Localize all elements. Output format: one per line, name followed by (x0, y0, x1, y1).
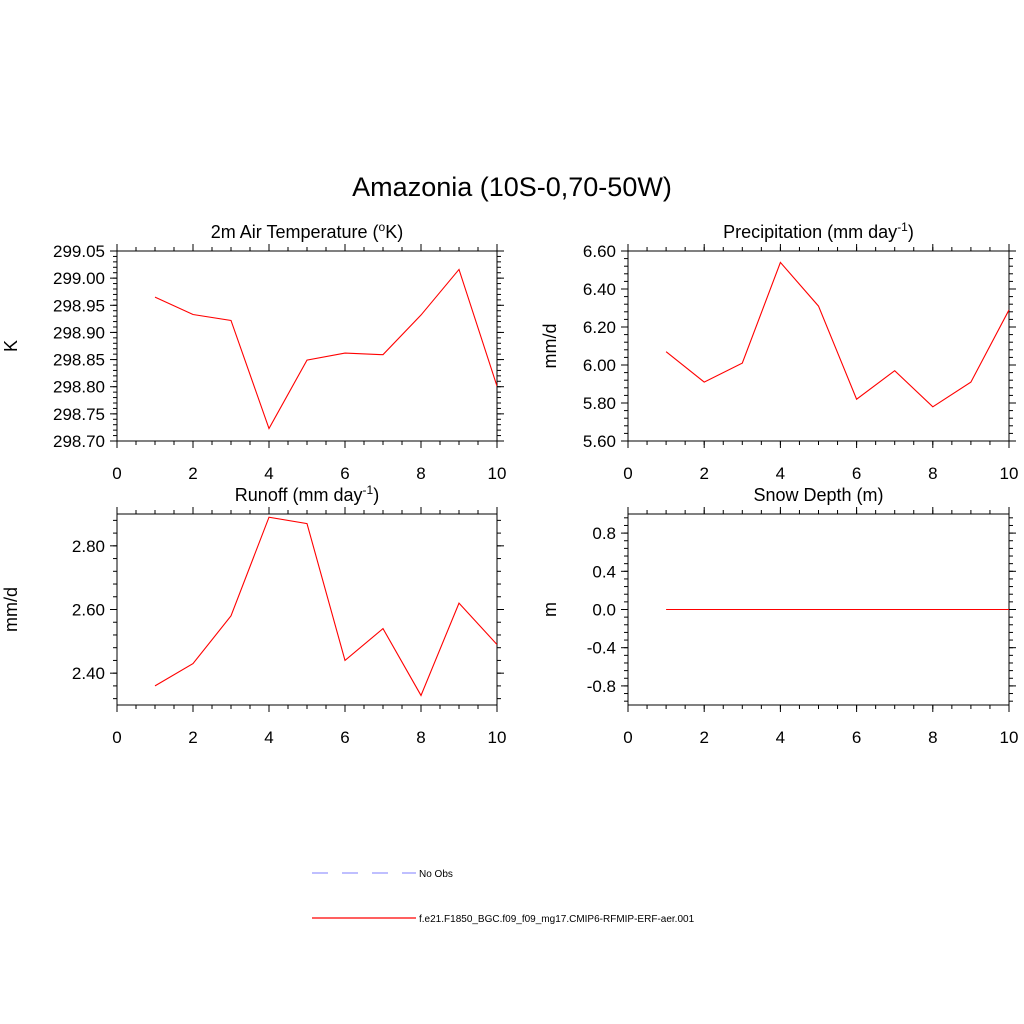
precipitation-ylabel: mm/d (540, 324, 560, 369)
temperature-ytick-label: 299.00 (53, 269, 105, 288)
precipitation-ytick-label: 5.60 (583, 432, 616, 451)
temperature-xtick-label: 10 (488, 464, 507, 483)
precipitation-ytick-label: 6.40 (583, 280, 616, 299)
snow-xtick-label: 0 (623, 728, 632, 747)
snow-panel-title: Snow Depth (m) (753, 485, 883, 505)
snow-xtick-label: 8 (928, 728, 937, 747)
snow-xtick-label: 10 (1000, 728, 1019, 747)
temperature-xtick-label: 4 (264, 464, 273, 483)
panel-snow: -0.8 -0.4 0.0 0.4 0.8 0 2 4 6 8 10 Snow Depth (m) m (540, 485, 1018, 747)
precipitation-xtick-label: 8 (928, 464, 937, 483)
panel-temperature: 298.70 298.75 298.80 298.85 298.90 298.95 299.… (1, 220, 506, 483)
temperature-ytick-label: 298.80 (53, 378, 105, 397)
temperature-xtick-label: 6 (340, 464, 349, 483)
snow-ytick-label: 0.0 (592, 601, 616, 620)
legend-model-label: f.e21.F1850_BGC.f09_f09_mg17.CMIP6-RFMIP… (419, 914, 695, 925)
temperature-ytick-label: 298.95 (53, 296, 105, 315)
precipitation-ytick-label: 6.20 (583, 318, 616, 337)
runoff-plot-frame (116, 513, 498, 706)
precipitation-series-line-0 (665, 261, 1009, 408)
precipitation-panel-title: Precipitation (mm day-1) (723, 220, 914, 242)
temperature-ytick-label: 298.75 (53, 405, 105, 424)
runoff-ytick-label: 2.40 (72, 664, 105, 683)
precipitation-xtick-label: 0 (623, 464, 632, 483)
legend: No Obs f.e21.F1850_BGC.f09_f09_mg17.CMIP… (312, 869, 695, 925)
runoff-ylabel: mm/d (1, 587, 21, 632)
temperature-xtick-label: 2 (188, 464, 197, 483)
temperature-series-line-0 (154, 268, 497, 430)
temperature-ylabel: K (1, 340, 21, 352)
temperature-ytick-label: 298.85 (53, 351, 105, 370)
snow-ytick-label: -0.8 (587, 677, 616, 696)
precipitation-ytick-label: 6.00 (583, 356, 616, 375)
snow-ylabel: m (540, 602, 560, 617)
runoff-panel-title: Runoff (mm day-1) (235, 483, 379, 505)
precipitation-xtick-label: 2 (699, 464, 708, 483)
runoff-xtick-label: 10 (488, 728, 507, 747)
snow-ytick-label: 0.4 (592, 562, 616, 581)
precipitation-plot-frame (627, 250, 1010, 442)
precipitation-ytick-label: 6.60 (583, 242, 616, 261)
temperature-ytick-label: 299.05 (53, 242, 105, 261)
runoff-xtick-label: 4 (264, 728, 273, 747)
runoff-ytick-label: 2.80 (72, 537, 105, 556)
snow-xtick-label: 2 (699, 728, 708, 747)
runoff-ytick-label: 2.60 (72, 601, 105, 620)
panel-runoff: 2.40 2.60 2.80 0 2 4 6 8 10 Runoff (mm day-1) mm/d (1, 483, 506, 747)
snow-ytick-label: 0.8 (592, 524, 616, 543)
panels: 298.70 298.75 298.80 298.85 298.90 298.95 299.… (1, 220, 1018, 747)
runoff-xtick-label: 2 (188, 728, 197, 747)
precipitation-xtick-label: 10 (1000, 464, 1019, 483)
runoff-xtick-label: 6 (340, 728, 349, 747)
runoff-xtick-label: 0 (112, 728, 121, 747)
temperature-panel-title: 2m Air Temperature (oK) (211, 220, 403, 242)
runoff-xtick-label: 8 (416, 728, 425, 747)
figure-title: Amazonia (10S-0,70-50W) (352, 172, 672, 202)
runoff-series-line-0 (154, 516, 497, 697)
precipitation-ytick-label: 5.80 (583, 394, 616, 413)
panel-precipitation: 5.60 5.80 6.00 6.20 6.40 6.60 0 2 4 6 8 10 Precipita… (540, 220, 1018, 483)
precipitation-xtick-label: 6 (852, 464, 861, 483)
snow-xtick-label: 4 (776, 728, 785, 747)
temperature-ytick-label: 298.70 (53, 432, 105, 451)
temperature-plot-frame (116, 250, 498, 442)
temperature-xtick-label: 8 (416, 464, 425, 483)
temperature-ytick-label: 298.90 (53, 323, 105, 342)
precipitation-xtick-label: 4 (776, 464, 785, 483)
snow-ytick-label: -0.4 (587, 639, 616, 658)
snow-xtick-label: 6 (852, 728, 861, 747)
temperature-xtick-label: 0 (112, 464, 121, 483)
legend-obs-label: No Obs (419, 869, 453, 880)
